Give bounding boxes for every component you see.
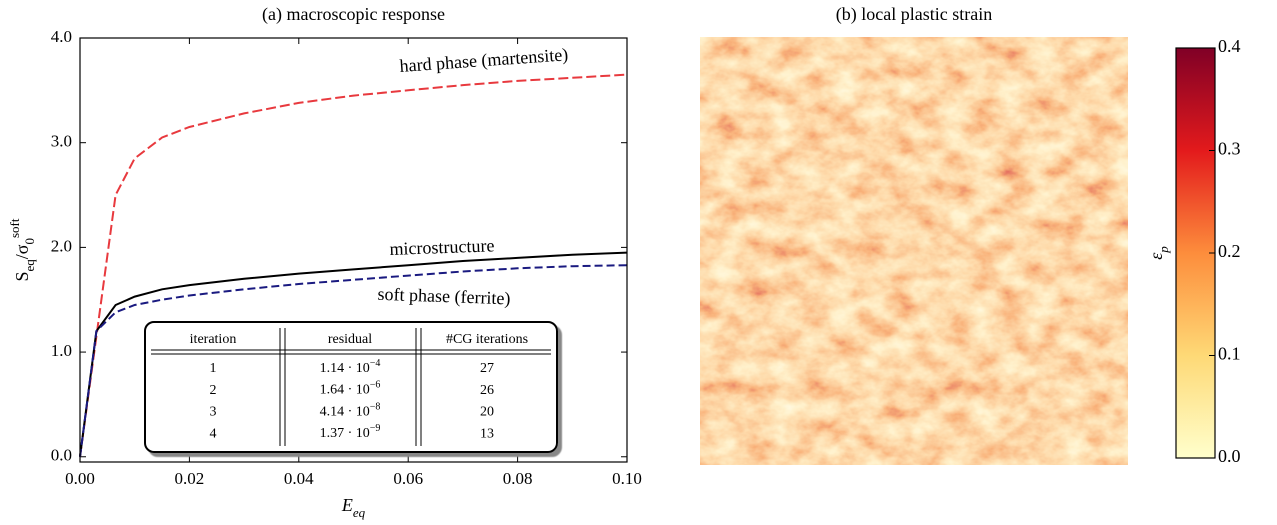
y-tick-label: 1.0 — [51, 341, 72, 360]
colorbar — [1175, 47, 1216, 459]
residual-exponent: −6 — [370, 379, 381, 390]
chart-title: (b) local plastic strain — [836, 4, 992, 25]
series-label: microstructure — [389, 235, 495, 259]
series-line — [79, 264, 628, 457]
series-line — [79, 73, 628, 457]
table-cell: 26 — [480, 383, 494, 398]
table-cell: 20 — [480, 405, 494, 420]
y-tick-label: 2.0 — [51, 236, 72, 255]
table-cell: 1.14 · 10−4 — [320, 358, 381, 376]
colorbar-tick-label: 0.3 — [1218, 139, 1241, 159]
x-axis-label: Eeq — [341, 495, 366, 520]
x-tick-label: 0.08 — [503, 469, 533, 488]
table-cell: 1.64 · 10−6 — [320, 379, 381, 397]
colorbar-label: εp — [1146, 246, 1171, 260]
label-part: soft — [7, 218, 22, 238]
label-part: E — [341, 495, 353, 515]
label-part: S — [12, 271, 32, 281]
series-line — [79, 251, 628, 457]
label-part: p — [1156, 246, 1171, 254]
y-tick-label: 4.0 — [51, 27, 72, 46]
table-header: residual — [328, 332, 372, 347]
table-cell: 1 — [210, 361, 217, 376]
axes-frame — [79, 37, 628, 463]
x-tick-label: 0.10 — [612, 469, 642, 488]
table-header: #CG iterations — [446, 332, 528, 347]
y-tick-label: 3.0 — [51, 132, 72, 151]
x-tick-label: 0.00 — [65, 469, 95, 488]
residual-exponent: −4 — [370, 358, 381, 369]
chart-title: (a) macroscopic response — [262, 4, 445, 25]
label-part: eq — [22, 259, 37, 272]
residual: 1.37 · 10 — [320, 426, 370, 441]
residual: 1.64 · 10 — [320, 383, 370, 398]
x-tick-label: 0.06 — [393, 469, 423, 488]
colorbar-tick-label: 0.1 — [1218, 344, 1241, 364]
table-cell: 2 — [210, 383, 217, 398]
series-label: soft phase (ferrite) — [377, 284, 511, 310]
x-tick-label: 0.04 — [284, 469, 314, 488]
table-header: iteration — [190, 332, 237, 347]
colorbar-tick-label: 0.2 — [1218, 241, 1241, 261]
label-part: 0 — [22, 238, 37, 245]
colorbar-tick-label: 0.0 — [1218, 446, 1241, 466]
table-cell: 27 — [480, 361, 494, 376]
residual: 1.14 · 10 — [320, 361, 370, 376]
x-tick-label: 0.02 — [175, 469, 205, 488]
residual-exponent: −8 — [370, 401, 381, 412]
table-cell: 4.14 · 10−8 — [320, 401, 381, 419]
series-label: hard phase (martensite) — [399, 44, 569, 77]
table-cell: 3 — [210, 405, 217, 420]
label-part: /σ — [12, 244, 32, 259]
y-axis-label: Seq/σ0soft — [7, 218, 37, 281]
residual-exponent: −9 — [370, 423, 381, 434]
residual: 4.14 · 10 — [320, 405, 370, 420]
table-cell: 1.37 · 10−9 — [320, 423, 381, 441]
y-tick-label: 0.0 — [51, 446, 72, 465]
colorbar-tick-label: 0.4 — [1218, 36, 1241, 56]
label-part: eq — [353, 505, 366, 520]
strain-field — [700, 37, 1128, 465]
table-cell: 13 — [480, 426, 494, 441]
label-part: ε — [1146, 252, 1166, 260]
table-cell: 4 — [210, 426, 217, 441]
